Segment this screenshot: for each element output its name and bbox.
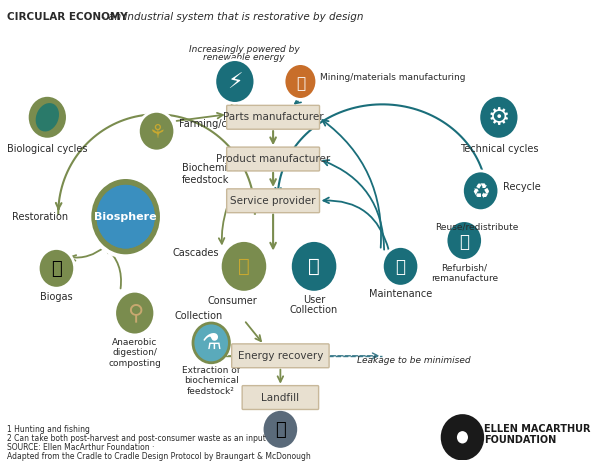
Text: Biochemical
feedstock: Biochemical feedstock <box>182 163 241 185</box>
Text: - an industrial system that is restorative by design: - an industrial system that is restorati… <box>98 12 364 22</box>
Circle shape <box>139 111 175 151</box>
Circle shape <box>284 63 317 100</box>
Text: Restoration: Restoration <box>12 212 68 222</box>
FancyBboxPatch shape <box>227 106 320 129</box>
Text: Consumer: Consumer <box>207 296 257 306</box>
Text: ⚗: ⚗ <box>201 333 221 353</box>
Text: 1 Hunting and fishing: 1 Hunting and fishing <box>7 425 90 434</box>
Text: Biogas: Biogas <box>40 292 73 302</box>
Circle shape <box>115 291 155 335</box>
Ellipse shape <box>35 103 59 131</box>
Text: Energy recovery: Energy recovery <box>238 351 323 361</box>
Text: Leakage to be minimised: Leakage to be minimised <box>358 356 471 365</box>
Text: Recycle: Recycle <box>503 182 540 192</box>
Text: 2 Can take both post-harvest and post-consumer waste as an input: 2 Can take both post-harvest and post-co… <box>7 434 266 443</box>
Text: 🛒: 🛒 <box>238 257 250 276</box>
FancyBboxPatch shape <box>242 386 319 409</box>
Text: ⚘: ⚘ <box>148 123 166 142</box>
Circle shape <box>38 249 74 288</box>
Text: Cascades: Cascades <box>172 249 219 258</box>
Text: Collection: Collection <box>290 305 338 315</box>
Text: Adapted from the Cradle to Cradle Design Protocol by Braungart & McDonough: Adapted from the Cradle to Cradle Design… <box>7 452 311 461</box>
Text: renewable energy: renewable energy <box>203 53 285 62</box>
Text: User: User <box>303 295 325 305</box>
Circle shape <box>220 240 268 292</box>
Text: Refurbish/
remanufacture: Refurbish/ remanufacture <box>431 263 498 283</box>
Text: Biosphere: Biosphere <box>94 212 157 222</box>
Text: Product manufacturer: Product manufacturer <box>216 154 330 164</box>
Text: Service provider: Service provider <box>230 196 316 206</box>
Circle shape <box>193 323 229 363</box>
FancyBboxPatch shape <box>227 147 320 171</box>
Circle shape <box>215 60 255 103</box>
Circle shape <box>97 185 155 249</box>
Text: Biological cycles: Biological cycles <box>7 144 88 154</box>
Circle shape <box>382 246 419 286</box>
Text: Parts manufacturer: Parts manufacturer <box>223 112 323 122</box>
Text: Extraction of
biochemical
feedstock²: Extraction of biochemical feedstock² <box>182 366 240 395</box>
Text: 👤: 👤 <box>308 257 320 276</box>
Circle shape <box>262 409 299 449</box>
Text: 🚛: 🚛 <box>275 421 286 439</box>
Text: ⚙: ⚙ <box>488 106 510 130</box>
FancyBboxPatch shape <box>232 344 329 368</box>
Circle shape <box>479 95 519 139</box>
Text: SOURCE: Ellen MacArthur Foundation ·: SOURCE: Ellen MacArthur Foundation · <box>7 443 155 452</box>
Text: Maintenance: Maintenance <box>369 289 432 299</box>
Circle shape <box>463 171 499 211</box>
Text: Landfill: Landfill <box>262 393 299 402</box>
Text: ♻: ♻ <box>471 182 490 202</box>
Circle shape <box>89 177 162 257</box>
Circle shape <box>446 221 482 260</box>
Circle shape <box>97 185 155 249</box>
Text: 🔧: 🔧 <box>395 258 406 276</box>
Text: 🔥: 🔥 <box>51 260 62 278</box>
Text: ⚲: ⚲ <box>127 303 143 323</box>
Text: ⛏: ⛏ <box>296 76 305 91</box>
Text: ⚡: ⚡ <box>227 73 242 93</box>
Circle shape <box>28 95 67 139</box>
Text: Collection: Collection <box>175 311 223 321</box>
Text: Mining/materials manufacturing: Mining/materials manufacturing <box>320 73 466 82</box>
Text: Increasingly powered by: Increasingly powered by <box>188 45 299 54</box>
Text: Reuse/redistribute: Reuse/redistribute <box>435 222 518 231</box>
Text: CIRCULAR ECONOMY: CIRCULAR ECONOMY <box>7 12 128 22</box>
Text: Farming/collection¹: Farming/collection¹ <box>179 119 272 129</box>
Circle shape <box>290 240 338 292</box>
FancyBboxPatch shape <box>227 189 320 213</box>
Text: ELLEN MACARTHUR
FOUNDATION: ELLEN MACARTHUR FOUNDATION <box>484 424 591 445</box>
Text: Technical cycles: Technical cycles <box>460 144 538 154</box>
Text: Anaerobic
digestion/
composting: Anaerobic digestion/ composting <box>108 338 161 368</box>
Text: 🏭: 🏭 <box>459 232 469 250</box>
